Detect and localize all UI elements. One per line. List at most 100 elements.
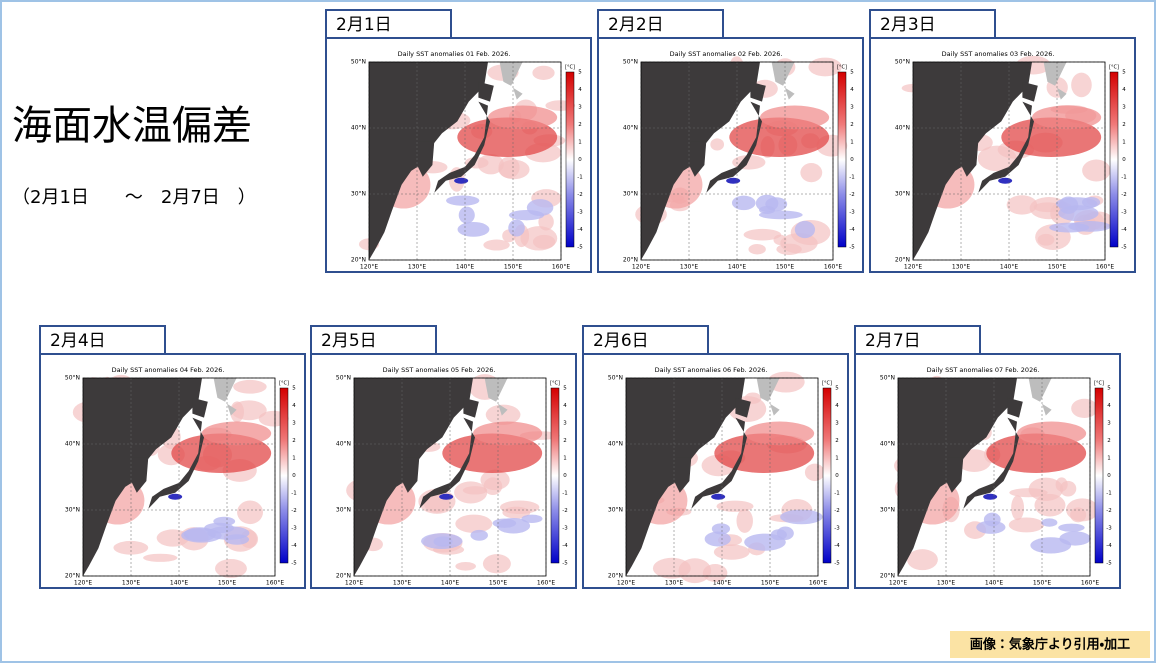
- colorbar-tick: -1: [562, 491, 567, 497]
- colorbar-tick: -1: [849, 175, 854, 181]
- panel: 2月1日 Daily SST anomalies 01 Feb. 2026. 50°…: [325, 9, 592, 273]
- lon-label: 130°E: [937, 580, 955, 587]
- cool-patch: [181, 528, 222, 543]
- anomaly-patch: [462, 486, 488, 495]
- anomaly-patch: [1008, 517, 1045, 533]
- land: [478, 81, 494, 102]
- colorbar-tick: -3: [1106, 526, 1112, 532]
- anomaly-patch: [498, 159, 530, 180]
- colorbar: [550, 387, 560, 564]
- anomaly-patch: [477, 154, 504, 175]
- colorbar-tick: -5: [849, 245, 855, 251]
- map-border: [353, 377, 547, 577]
- anomaly-patch: [1082, 159, 1111, 182]
- lat-label: 30°N: [880, 507, 895, 514]
- cool-spot: [983, 493, 998, 500]
- panel-tab: [582, 325, 709, 355]
- panel: 2月6日 Daily SST anomalies 06 Feb. 2026. 50°…: [582, 325, 849, 589]
- lon-label: 150°E: [1033, 580, 1051, 587]
- land: [959, 141, 979, 177]
- colorbar-tick: 1: [578, 140, 582, 146]
- land: [771, 62, 795, 86]
- colorbar-unit: [°C]: [550, 381, 560, 387]
- colorbar-tick: -4: [834, 543, 840, 549]
- colorbar-tick: -5: [1106, 561, 1112, 567]
- lat-label: 40°N: [351, 125, 366, 132]
- anomaly-patch: [652, 557, 691, 579]
- cool-spot: [726, 177, 741, 184]
- colorbar: [279, 387, 289, 564]
- panel-label: 2月5日: [321, 331, 377, 351]
- colorbar-tick: -1: [1106, 491, 1111, 497]
- lat-label: 30°N: [895, 191, 910, 198]
- panel-label: 2月2日: [608, 15, 664, 35]
- panel-tab: [310, 325, 437, 355]
- colorbar-tick: 2: [835, 438, 839, 444]
- panel: 2月4日 Daily SST anomalies 04 Feb. 2026. 50°…: [39, 325, 306, 589]
- panel-tab: [325, 9, 452, 39]
- cool-patch: [1068, 221, 1112, 232]
- lon-label: 130°E: [408, 264, 426, 271]
- cool-patch: [421, 533, 463, 549]
- lon-label: 120°E: [617, 580, 635, 587]
- lat-label: 20°N: [336, 573, 351, 580]
- lon-label: 130°E: [393, 580, 411, 587]
- anomaly-patch: [744, 392, 762, 404]
- colorbar-tick: -2: [291, 508, 296, 514]
- colorbar-tick: -1: [1121, 175, 1126, 181]
- anomaly-patch: [483, 239, 510, 251]
- map: [72, 374, 289, 578]
- cool-patch: [213, 516, 236, 526]
- colorbar-tick: -1: [291, 491, 296, 497]
- warm-band: [1032, 105, 1102, 130]
- colorbar-tick: -5: [577, 245, 583, 251]
- land: [400, 457, 420, 493]
- cool-patch: [731, 195, 756, 211]
- cool-patch: [755, 194, 779, 212]
- colorbar: [1094, 387, 1104, 564]
- lon-label: 160°E: [1096, 264, 1114, 271]
- lon-label: 140°E: [713, 580, 731, 587]
- colorbar-tick: -1: [834, 491, 839, 497]
- colorbar-tick: 4: [563, 403, 567, 409]
- colorbar-tick: -4: [849, 227, 855, 233]
- warm-band: [760, 105, 830, 130]
- lat-label: 50°N: [880, 375, 895, 382]
- map-title: Daily SST anomalies 07 Feb. 2026.: [927, 366, 1040, 374]
- anomaly-patch: [1037, 233, 1055, 246]
- anomaly-patch: [520, 226, 558, 251]
- land: [1057, 87, 1067, 100]
- colorbar-unit: [°C]: [822, 381, 832, 387]
- panel-label: 2月4日: [50, 331, 106, 351]
- anomaly-patch: [780, 233, 818, 254]
- colorbar-tick: -2: [577, 192, 582, 198]
- lat-label: 30°N: [336, 507, 351, 514]
- cool-patch: [521, 514, 543, 523]
- colorbar-tick: -5: [291, 561, 297, 567]
- colorbar-tick: -3: [849, 210, 855, 216]
- land: [83, 378, 202, 576]
- colorbar-tick: 3: [578, 105, 582, 111]
- cool-patch: [776, 526, 794, 541]
- land: [785, 87, 795, 100]
- lat-label: 50°N: [608, 375, 623, 382]
- credit: 画像：気象庁より引用・加工: [970, 637, 1130, 653]
- anomaly-patch: [233, 379, 267, 394]
- colorbar-tick: 3: [1122, 105, 1126, 111]
- land: [944, 457, 964, 493]
- cool-patch: [496, 517, 531, 534]
- anomaly-patch: [1071, 72, 1092, 98]
- anomaly-patch: [482, 554, 511, 574]
- colorbar-unit: [°C]: [1109, 65, 1119, 71]
- colorbar-unit: [°C]: [565, 65, 575, 71]
- land: [434, 101, 490, 193]
- lon-label: 120°E: [74, 580, 92, 587]
- cool-spot: [168, 493, 183, 500]
- lon-label: 130°E: [680, 264, 698, 271]
- anomaly-patch: [906, 549, 938, 571]
- cool-patch: [711, 523, 731, 535]
- land: [687, 141, 707, 177]
- anomaly-patch: [800, 163, 823, 183]
- colorbar-tick: 3: [1107, 421, 1111, 427]
- colorbar-tick: 3: [292, 421, 296, 427]
